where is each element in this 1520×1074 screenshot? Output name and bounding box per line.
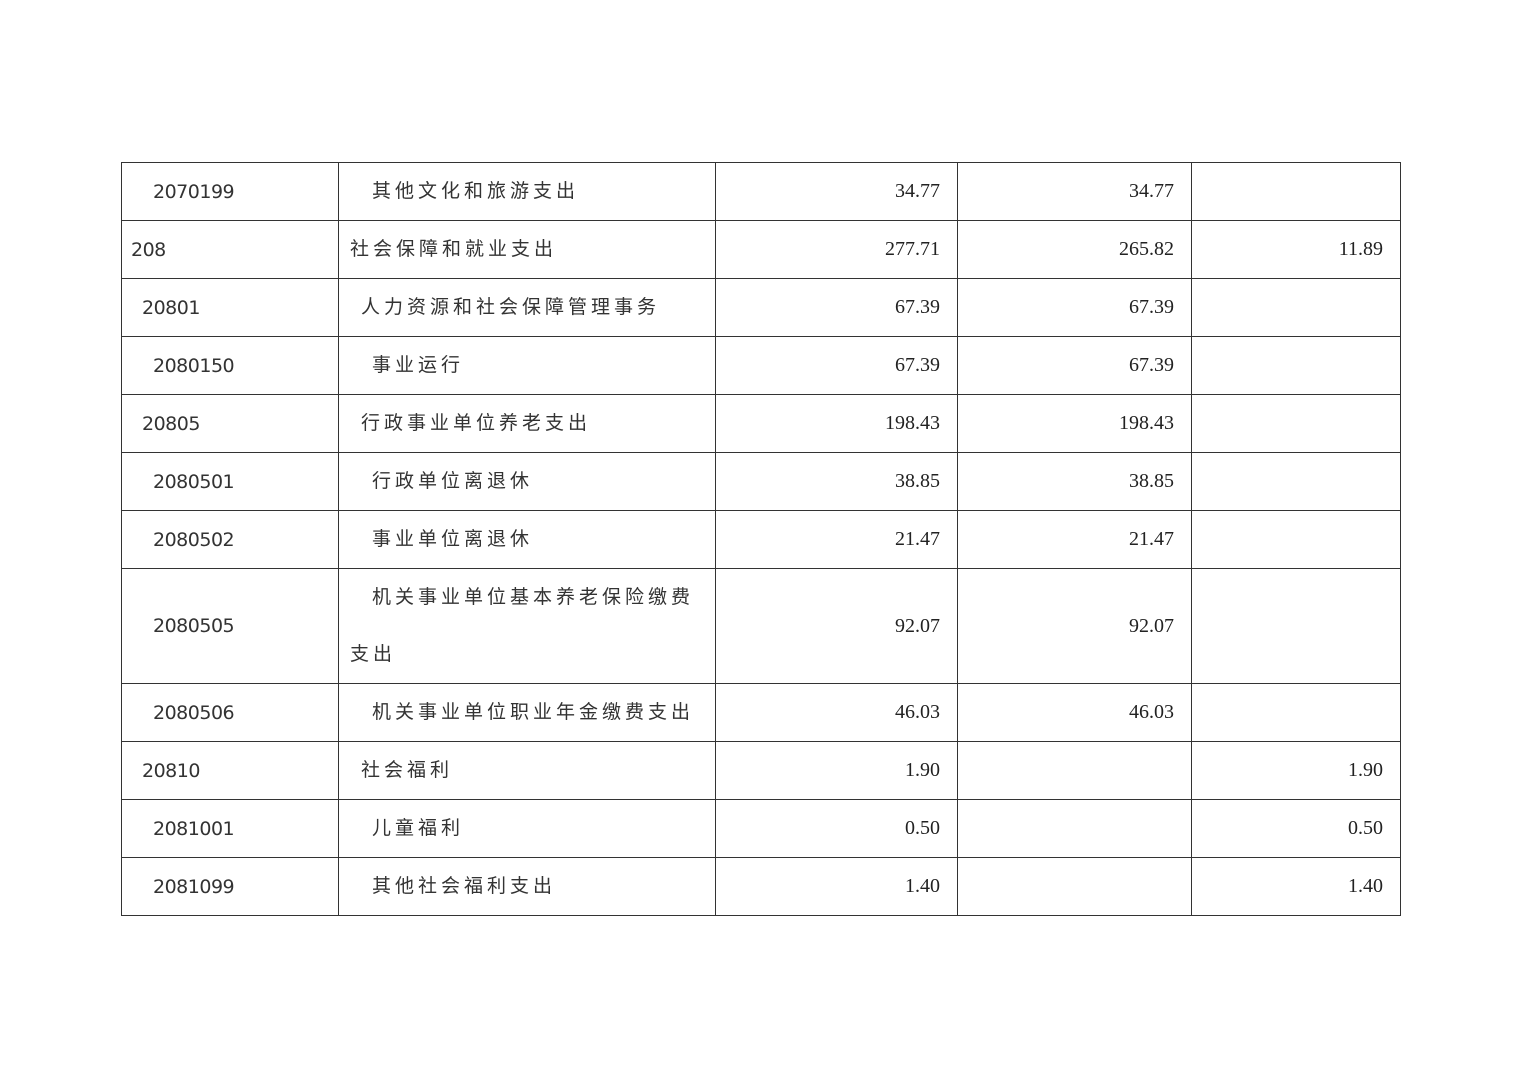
project-cell <box>1191 568 1401 684</box>
table-row: 2080501 行政单位离退休 38.85 38.85 <box>121 452 1401 511</box>
basic-cell <box>957 741 1192 800</box>
expenditure-table: 2070199 其他文化和旅游支出 34.77 34.77 208 社会保障和就业支出 27… <box>121 162 1401 916</box>
code-cell: 2080505 <box>121 568 339 684</box>
table-row: 2080502 事业单位离退休 21.47 21.47 <box>121 510 1401 569</box>
basic-cell: 198.43 <box>957 394 1192 453</box>
name-cell: 机关事业单位职业年金缴费支出 <box>338 683 716 742</box>
table-row: 2081099 其他社会福利支出 1.40 1.40 <box>121 857 1401 916</box>
code-cell: 2081099 <box>121 857 339 916</box>
code-cell: 2080150 <box>121 336 339 395</box>
total-cell: 198.43 <box>715 394 958 453</box>
code-cell: 208 <box>121 220 339 279</box>
total-cell: 277.71 <box>715 220 958 279</box>
code-cell: 2070199 <box>121 162 339 221</box>
table-row: 2080505 机关事业单位基本养老保险缴费支出 92.07 92.07 <box>121 568 1401 684</box>
basic-cell <box>957 857 1192 916</box>
project-cell <box>1191 278 1401 337</box>
basic-cell: 21.47 <box>957 510 1192 569</box>
basic-cell: 92.07 <box>957 568 1192 684</box>
project-cell <box>1191 394 1401 453</box>
basic-cell: 67.39 <box>957 336 1192 395</box>
table-row: 208 社会保障和就业支出 277.71 265.82 11.89 <box>121 220 1401 279</box>
name-cell: 其他社会福利支出 <box>338 857 716 916</box>
project-cell <box>1191 336 1401 395</box>
code-cell: 2081001 <box>121 799 339 858</box>
total-cell: 92.07 <box>715 568 958 684</box>
project-cell <box>1191 162 1401 221</box>
project-cell <box>1191 452 1401 511</box>
table-row: 2080150 事业运行 67.39 67.39 <box>121 336 1401 395</box>
name-cell: 机关事业单位基本养老保险缴费支出 <box>338 568 716 684</box>
code-cell: 20810 <box>121 741 339 800</box>
table-row: 20805 行政事业单位养老支出 198.43 198.43 <box>121 394 1401 453</box>
name-cell: 社会福利 <box>338 741 716 800</box>
total-cell: 46.03 <box>715 683 958 742</box>
name-cell: 社会保障和就业支出 <box>338 220 716 279</box>
project-cell: 11.89 <box>1191 220 1401 279</box>
name-cell: 人力资源和社会保障管理事务 <box>338 278 716 337</box>
basic-cell: 34.77 <box>957 162 1192 221</box>
table-row: 20801 人力资源和社会保障管理事务 67.39 67.39 <box>121 278 1401 337</box>
total-cell: 0.50 <box>715 799 958 858</box>
code-cell: 2080501 <box>121 452 339 511</box>
total-cell: 1.90 <box>715 741 958 800</box>
total-cell: 38.85 <box>715 452 958 511</box>
total-cell: 1.40 <box>715 857 958 916</box>
name-cell: 行政事业单位养老支出 <box>338 394 716 453</box>
name-cell: 事业单位离退休 <box>338 510 716 569</box>
code-cell: 20805 <box>121 394 339 453</box>
name-cell: 行政单位离退休 <box>338 452 716 511</box>
basic-cell: 46.03 <box>957 683 1192 742</box>
name-cell: 儿童福利 <box>338 799 716 858</box>
total-cell: 67.39 <box>715 278 958 337</box>
total-cell: 67.39 <box>715 336 958 395</box>
name-cell: 其他文化和旅游支出 <box>338 162 716 221</box>
project-cell <box>1191 510 1401 569</box>
basic-cell: 265.82 <box>957 220 1192 279</box>
basic-cell: 67.39 <box>957 278 1192 337</box>
basic-cell <box>957 799 1192 858</box>
basic-cell: 38.85 <box>957 452 1192 511</box>
table-row: 2070199 其他文化和旅游支出 34.77 34.77 <box>121 162 1401 221</box>
table-row: 2080506 机关事业单位职业年金缴费支出 46.03 46.03 <box>121 683 1401 742</box>
code-cell: 2080502 <box>121 510 339 569</box>
total-cell: 34.77 <box>715 162 958 221</box>
code-cell: 2080506 <box>121 683 339 742</box>
name-cell: 事业运行 <box>338 336 716 395</box>
code-cell: 20801 <box>121 278 339 337</box>
project-cell: 0.50 <box>1191 799 1401 858</box>
project-cell: 1.90 <box>1191 741 1401 800</box>
project-cell: 1.40 <box>1191 857 1401 916</box>
table-row: 2081001 儿童福利 0.50 0.50 <box>121 799 1401 858</box>
project-cell <box>1191 683 1401 742</box>
table-row: 20810 社会福利 1.90 1.90 <box>121 741 1401 800</box>
total-cell: 21.47 <box>715 510 958 569</box>
